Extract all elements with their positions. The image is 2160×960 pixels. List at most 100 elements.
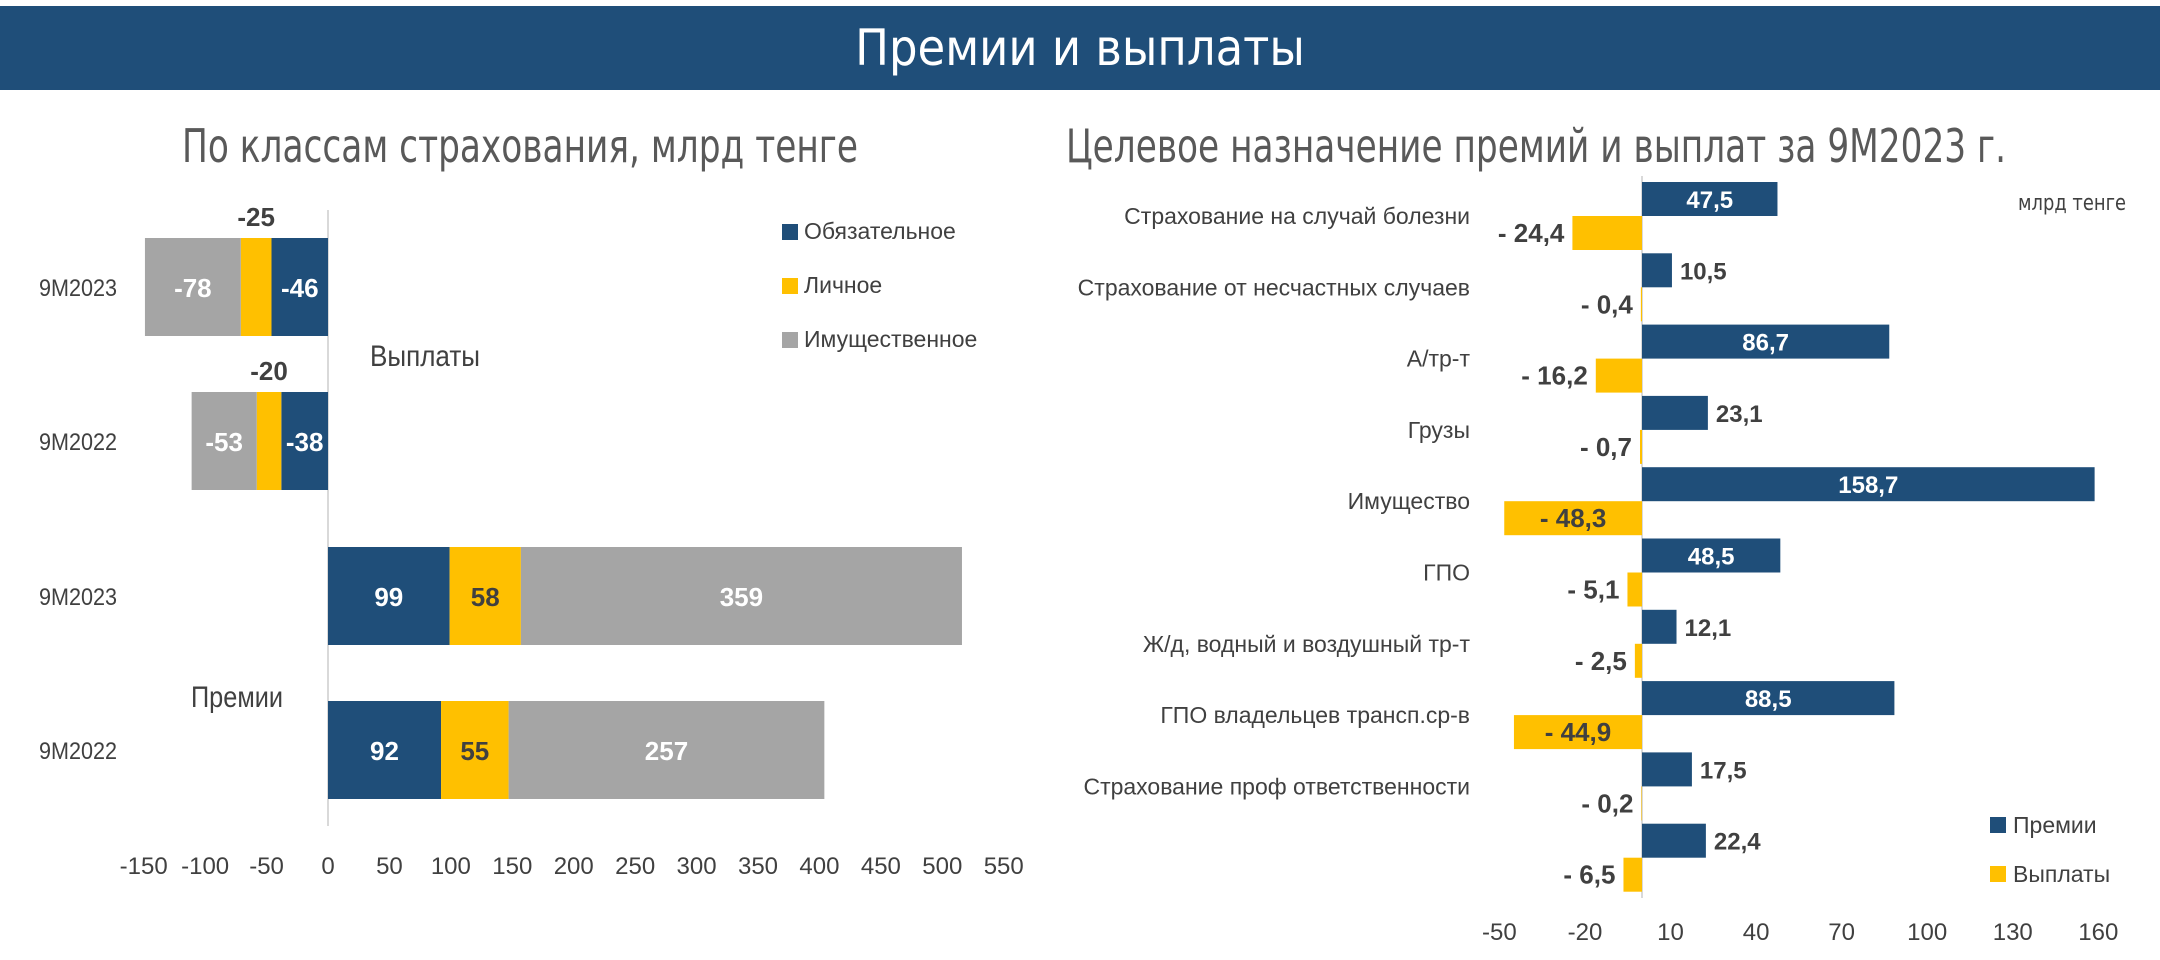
category-label-9m2023: 9M2023 — [39, 275, 117, 302]
bar-premium-3 — [1642, 395, 1708, 430]
legend-label-личное: Личное — [804, 272, 882, 298]
chart-left-plot: 9M2023 -46 -25 -78 9M2022 -38 -20 -53 9M2023 99 58… — [39, 202, 1024, 880]
bar-обязательное-2 — [328, 547, 450, 645]
legend-swatch-выплаты — [1990, 866, 2006, 882]
data-label-premium-8: 17,5 — [1700, 757, 1747, 784]
bar-premium-8 — [1642, 752, 1692, 787]
x-tick-label: 350 — [738, 853, 778, 880]
bar-личное-3 — [441, 701, 509, 799]
x-tick-label: 10 — [1657, 919, 1684, 946]
category-label-9m2023: 9M2023 — [39, 584, 117, 611]
chart-right-plot: Страхование на случай болезни 47,5 - 24,4 С… — [1078, 176, 2118, 946]
bar-личное-2 — [449, 547, 521, 645]
x-tick-label: -50 — [249, 853, 284, 880]
x-tick-label: 40 — [1743, 919, 1770, 946]
category-label-страхование-проф-ответственности: Страхование проф ответственности — [1083, 773, 1470, 799]
data-label-premium-0: 47,5 — [1686, 187, 1733, 214]
category-label-9m2022: 9M2022 — [39, 738, 117, 765]
data-label-payout-5: - 5,1 — [1567, 575, 1619, 605]
data-label-личное-3: 55 — [460, 736, 489, 766]
bar-payout-8 — [1641, 786, 1642, 821]
data-label-имущественное-1: -53 — [205, 427, 243, 457]
bar-личное-1 — [256, 392, 282, 490]
bar-premium-4 — [1642, 467, 2095, 502]
bar-payout-4 — [1504, 501, 1642, 536]
data-label-payout-4: - 48,3 — [1540, 503, 1607, 533]
bar-обязательное-0 — [271, 238, 328, 336]
x-tick-label: 70 — [1828, 919, 1855, 946]
bar-имущественное-1 — [191, 392, 257, 490]
data-label-premium-9: 22,4 — [1714, 829, 1761, 856]
x-tick-label: 400 — [799, 853, 839, 880]
x-tick-label: 200 — [554, 853, 594, 880]
bar-имущественное-3 — [508, 701, 825, 799]
bar-имущественное-0 — [144, 238, 241, 336]
chart-left-legend: Обязательное Личное Имущественное — [782, 218, 977, 352]
category-label-имущество: Имущество — [1348, 488, 1470, 514]
legend-swatch-премии — [1990, 817, 2006, 833]
group-label-premiums: Премии — [191, 681, 283, 714]
chart-left-title: По классам страхования, млрд тенге — [182, 119, 858, 173]
x-tick-label: 300 — [677, 853, 717, 880]
x-tick-label: -20 — [1568, 919, 1603, 946]
data-label-имущественное-2: 359 — [720, 582, 763, 612]
bar-личное-0 — [240, 238, 272, 336]
legend-label-премии: Премии — [2013, 812, 2097, 838]
data-label-payout-7: - 44,9 — [1545, 717, 1612, 747]
bar-payout-5 — [1627, 572, 1642, 607]
bar-payout-0 — [1572, 216, 1642, 250]
x-tick-label: 450 — [861, 853, 901, 880]
data-label-payout-1: - 0,4 — [1581, 289, 1634, 319]
bar-premium-7 — [1642, 681, 1895, 716]
legend-swatch-имущественное — [782, 332, 798, 348]
bar-payout-1 — [1640, 287, 1642, 322]
x-tick-label: -100 — [181, 853, 229, 880]
x-tick-label: 0 — [321, 853, 334, 880]
legend-label-имущественное: Имущественное — [804, 326, 977, 352]
data-label-payout-0: - 24,4 — [1498, 218, 1565, 248]
x-tick-label: 150 — [492, 853, 532, 880]
x-tick-label: 100 — [431, 853, 471, 880]
x-tick-label: -50 — [1482, 919, 1517, 946]
data-label-личное-0: -25 — [237, 202, 275, 232]
category-label-грузы: Грузы — [1408, 417, 1470, 443]
bar-обязательное-1 — [281, 392, 328, 490]
data-label-личное-2: 58 — [471, 582, 500, 612]
chart-by-insurance-class: По классам страхования, млрд тенге 9M202… — [39, 119, 1024, 880]
bar-payout-9 — [1623, 857, 1642, 892]
data-label-payout-2: - 16,2 — [1521, 361, 1588, 391]
data-label-обязательное-1: -38 — [286, 427, 324, 457]
x-tick-label: -150 — [120, 853, 168, 880]
legend-swatch-личное — [782, 278, 798, 294]
data-label-личное-1: -20 — [250, 356, 288, 386]
chart-right-unit: млрд тенге — [2018, 191, 2126, 216]
data-label-premium-7: 88,5 — [1745, 686, 1792, 713]
header-banner — [0, 6, 2160, 90]
bar-имущественное-2 — [520, 547, 962, 645]
category-label-страхование-на-случай-болезни: Страхование на случай болезни — [1124, 203, 1470, 229]
bar-premium-9 — [1642, 823, 1706, 858]
bar-payout-3 — [1640, 429, 1642, 464]
chart-right-title: Целевое назначение премий и выплат за 9М… — [1066, 119, 2006, 173]
data-label-обязательное-3: 92 — [370, 736, 399, 766]
data-label-premium-3: 23,1 — [1716, 401, 1763, 428]
data-label-payout-3: - 0,7 — [1580, 432, 1632, 462]
bar-premium-0 — [1642, 182, 1778, 216]
x-tick-label: 160 — [2078, 919, 2118, 946]
category-label-гпо-владельцев-трансп-ср-в: ГПО владельцев трансп.ср-в — [1160, 702, 1470, 728]
legend-swatch-обязательное — [782, 224, 798, 240]
bar-payout-2 — [1595, 358, 1642, 393]
x-tick-label: 100 — [1907, 919, 1947, 946]
bar-premium-5 — [1642, 538, 1781, 573]
bar-premium-6 — [1642, 609, 1677, 644]
data-label-premium-1: 10,5 — [1680, 258, 1727, 285]
category-label-страхование-от-несчастных-случаев: Страхование от несчастных случаев — [1078, 274, 1470, 300]
x-tick-label: 550 — [984, 853, 1024, 880]
bar-обязательное-3 — [328, 701, 442, 799]
data-label-premium-2: 86,7 — [1742, 330, 1789, 357]
data-label-имущественное-0: -78 — [174, 273, 212, 303]
bar-premium-2 — [1642, 324, 1890, 359]
x-tick-label: 250 — [615, 853, 655, 880]
group-label-payouts: Выплаты — [370, 340, 480, 373]
